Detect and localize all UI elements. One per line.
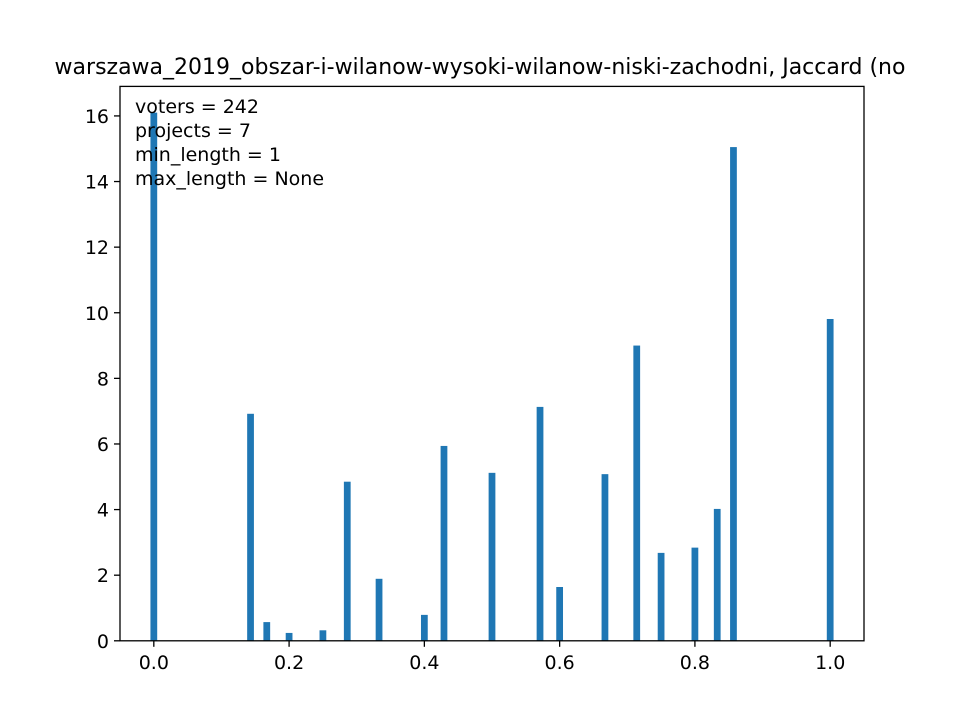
x-tick-label-3: 0.6 [545,652,575,674]
bar-7 [420,614,428,641]
bar-18 [826,318,834,641]
bar-3 [285,632,293,641]
annotation-line-0: voters = 242 [135,96,259,118]
plot-frame [119,85,865,642]
y-tick-label-5: 10 [85,303,109,325]
bar-5 [343,481,351,641]
y-tick-label-0: 0 [97,631,109,653]
bar-4 [319,630,327,641]
x-tick-label-2: 0.4 [409,652,439,674]
y-tick-label-1: 2 [97,565,109,587]
y-tick-label-8: 16 [85,106,109,128]
bar-8 [440,445,448,641]
x-axis: 0.0 0.2 0.4 0.6 0.8 1.0 [139,640,845,674]
bars-group [150,112,834,641]
bar-10 [536,406,544,641]
y-tick-label-7: 14 [85,172,109,194]
annotation-line-2: min_length = 1 [135,144,281,166]
bar-1 [247,413,254,641]
bar-12 [601,474,609,641]
bar-6 [375,578,383,641]
annotation-line-3: max_length = None [135,168,324,190]
bar-13 [633,345,641,641]
bar-9 [488,472,496,641]
y-tick-label-4: 8 [97,368,109,390]
y-tick-label-6: 12 [85,237,109,259]
bar-15 [691,547,699,641]
bar-17 [730,147,737,641]
y-tick-label-2: 4 [97,500,109,522]
bar-14 [657,552,665,641]
y-axis: 0 2 4 6 8 10 12 14 16 [85,106,120,653]
x-tick-label-4: 0.8 [680,652,710,674]
chart-title: warszawa_2019_obszar-i-wilanow-wysoki-wi… [55,55,906,80]
x-tick-label-1: 0.2 [274,652,304,674]
bar-16 [713,508,721,641]
y-tick-label-3: 6 [97,434,109,456]
bar-11 [556,587,564,641]
bar-2 [263,622,271,641]
x-tick-label-5: 1.0 [815,652,845,674]
annotation-line-1: projects = 7 [135,120,251,142]
x-tick-label-0: 0.0 [139,652,169,674]
bar-0 [150,112,158,641]
